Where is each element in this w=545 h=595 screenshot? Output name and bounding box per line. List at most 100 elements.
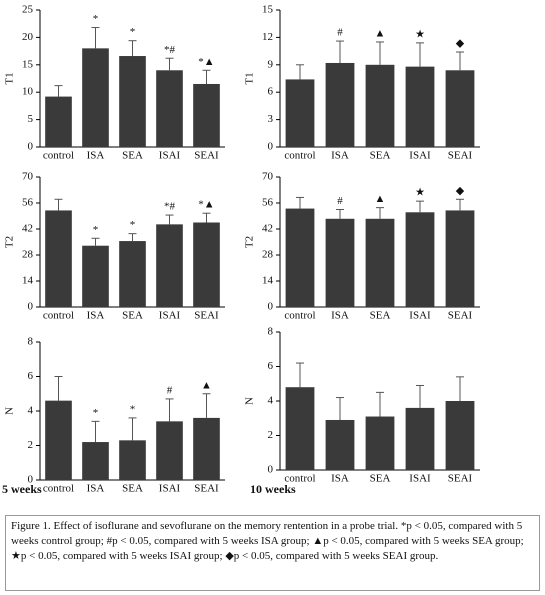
bar — [82, 442, 109, 480]
bar — [45, 400, 72, 480]
x-tick-label: control — [43, 150, 74, 162]
y-tick-label: 4 — [268, 395, 274, 407]
significance-mark: ▲ — [201, 379, 212, 391]
y-tick-label: 8 — [268, 326, 274, 338]
bar — [445, 210, 475, 307]
y-tick-label: 20 — [22, 31, 34, 43]
significance-mark: # — [167, 384, 173, 396]
y-tick-label: 56 — [22, 197, 34, 209]
significance-mark: # — [337, 195, 343, 207]
x-tick-label: ISAI — [159, 150, 181, 162]
y-tick-label: 70 — [262, 171, 274, 183]
significance-mark: ★ — [415, 187, 425, 199]
y-axis-label: T2 — [244, 236, 256, 248]
y-tick-label: 42 — [22, 223, 33, 235]
bar — [405, 407, 435, 470]
bar — [285, 208, 315, 307]
y-tick-label: 3 — [268, 113, 274, 125]
significance-mark: * — [130, 219, 136, 231]
bar — [365, 416, 395, 470]
x-axis-label: 5 weeks — [2, 482, 42, 496]
y-tick-label: 4 — [28, 405, 34, 417]
significance-mark: * — [93, 407, 99, 419]
significance-mark: *# — [164, 44, 176, 56]
y-tick-label: 28 — [262, 249, 274, 261]
x-tick-label: SEAI — [194, 150, 219, 162]
y-tick-label: 0 — [268, 464, 274, 476]
bar — [45, 96, 72, 147]
y-tick-label: 6 — [28, 370, 34, 382]
x-tick-label: SEA — [122, 150, 143, 162]
significance-mark: * — [130, 26, 136, 38]
bar — [193, 222, 220, 307]
y-tick-label: 0 — [28, 141, 34, 153]
bar — [156, 70, 183, 147]
x-tick-label: ISA — [87, 310, 105, 322]
y-tick-label: 0 — [268, 141, 274, 153]
bar — [325, 218, 355, 307]
x-tick-label: SEA — [370, 473, 391, 485]
x-tick-label: SEAI — [448, 150, 473, 162]
significance-mark: ▲ — [375, 193, 386, 205]
y-axis-label: N — [244, 397, 256, 405]
y-tick-label: 6 — [268, 86, 274, 98]
y-tick-label: 56 — [262, 197, 274, 209]
x-tick-label: SEAI — [448, 310, 473, 322]
x-tick-label: SEAI — [448, 473, 473, 485]
bar — [365, 218, 395, 307]
x-tick-label: SEA — [122, 483, 143, 495]
bar — [365, 64, 395, 147]
x-tick-label: ISA — [331, 150, 349, 162]
y-tick-label: 25 — [22, 4, 34, 16]
x-tick-label: ISA — [87, 483, 105, 495]
bar — [82, 48, 109, 147]
caption: Figure 1. Effect of isoflurane and sevof… — [5, 515, 540, 591]
significance-mark: ◆ — [456, 38, 465, 50]
x-tick-label: control — [284, 310, 315, 322]
y-tick-label: 14 — [22, 275, 34, 287]
x-tick-label: SEAI — [194, 310, 219, 322]
x-tick-label: SEAI — [194, 483, 219, 495]
x-tick-label: ISAI — [159, 483, 181, 495]
y-tick-label: 12 — [262, 31, 273, 43]
significance-mark: *# — [164, 201, 176, 213]
bar — [119, 440, 146, 480]
bar — [45, 210, 72, 307]
bar — [193, 417, 220, 480]
y-tick-label: 10 — [22, 86, 34, 98]
bar — [193, 83, 220, 147]
bar — [82, 245, 109, 307]
y-tick-label: 70 — [22, 171, 34, 183]
bar — [325, 62, 355, 148]
x-axis-label: 10 weeks — [250, 482, 296, 496]
y-tick-label: 15 — [22, 58, 34, 70]
significance-mark: *▲ — [198, 56, 214, 68]
y-tick-label: 8 — [28, 336, 34, 348]
y-axis-label: N — [4, 407, 16, 415]
x-tick-label: SEA — [122, 310, 143, 322]
x-tick-label: ISAI — [409, 473, 431, 485]
y-tick-label: 28 — [22, 249, 34, 261]
x-tick-label: control — [284, 473, 315, 485]
x-tick-label: ISAI — [409, 150, 431, 162]
y-tick-label: 42 — [262, 223, 273, 235]
y-tick-label: 6 — [268, 360, 274, 372]
bar — [119, 241, 146, 307]
significance-mark: # — [337, 27, 343, 39]
bar — [119, 56, 146, 148]
significance-mark: ★ — [415, 28, 425, 40]
significance-mark: ▲ — [375, 27, 386, 39]
significance-mark: * — [130, 403, 136, 415]
y-tick-label: 0 — [28, 301, 34, 313]
bar — [445, 401, 475, 470]
x-tick-label: ISA — [331, 473, 349, 485]
bar — [156, 224, 183, 307]
bar — [285, 387, 315, 470]
bar — [325, 419, 355, 470]
x-tick-label: ISA — [331, 310, 349, 322]
y-tick-label: 14 — [262, 275, 274, 287]
y-tick-label: 15 — [262, 4, 274, 16]
x-tick-label: control — [43, 483, 74, 495]
